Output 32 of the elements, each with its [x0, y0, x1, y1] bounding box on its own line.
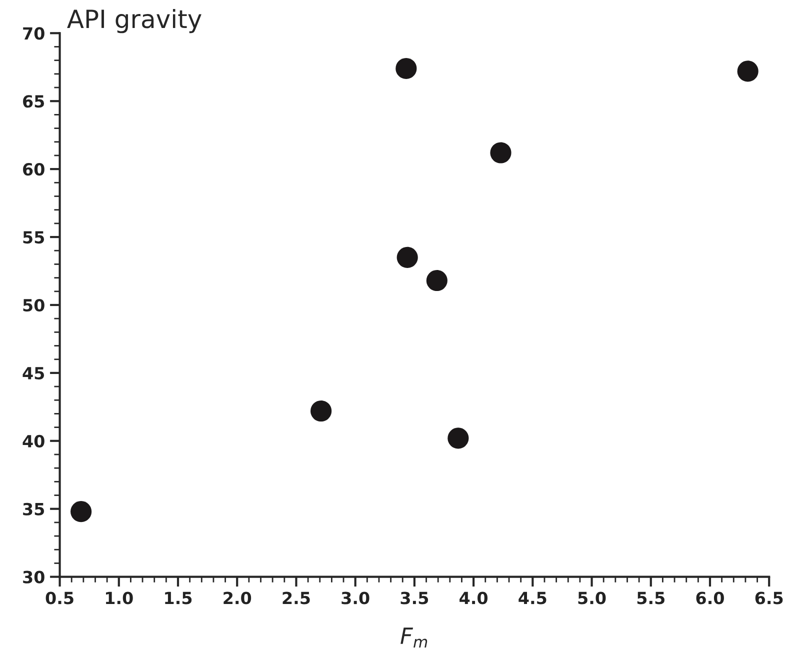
y-tick-label: 45: [22, 367, 44, 380]
x-axis-title: F$_{m}$: [400, 628, 428, 648]
y-tick-label: 30: [23, 570, 44, 584]
x-tick-label: 3.5: [400, 592, 428, 604]
x-tick-label: 1.5: [165, 592, 192, 604]
point: [310, 400, 332, 422]
point: [490, 142, 512, 164]
x-tick-label: 0.5: [46, 592, 74, 604]
x-tick-label: 2.0: [224, 592, 252, 604]
x-tick-label: 6.5: [755, 592, 783, 604]
y-tick-label: 55: [23, 231, 44, 244]
point: [70, 501, 92, 522]
x-tick-label: 5.0: [578, 592, 606, 604]
y-tick-label: 70: [23, 27, 44, 40]
point: [737, 60, 758, 82]
y-axis-title: API gravity: [67, 8, 202, 34]
x-tick-label: 2.5: [282, 592, 310, 604]
x-tick-label: 4.5: [518, 592, 546, 604]
y-tick-label: 40: [22, 434, 44, 448]
y-tick-label: 35: [23, 502, 44, 516]
point: [448, 428, 469, 449]
y-tick-label: 50: [23, 298, 44, 312]
point: [396, 58, 417, 80]
point: [396, 246, 418, 268]
x-tick-label: 6.0: [696, 592, 724, 604]
y-tick-label: 65: [23, 95, 44, 108]
point: [426, 270, 448, 292]
x-tick-label: 3.0: [342, 592, 370, 604]
x-tick-label: 1.0: [106, 592, 133, 604]
y-tick-label: 60: [23, 163, 44, 176]
x-tick-label: 5.5: [637, 592, 664, 604]
x-tick-label: 4.0: [460, 592, 488, 604]
